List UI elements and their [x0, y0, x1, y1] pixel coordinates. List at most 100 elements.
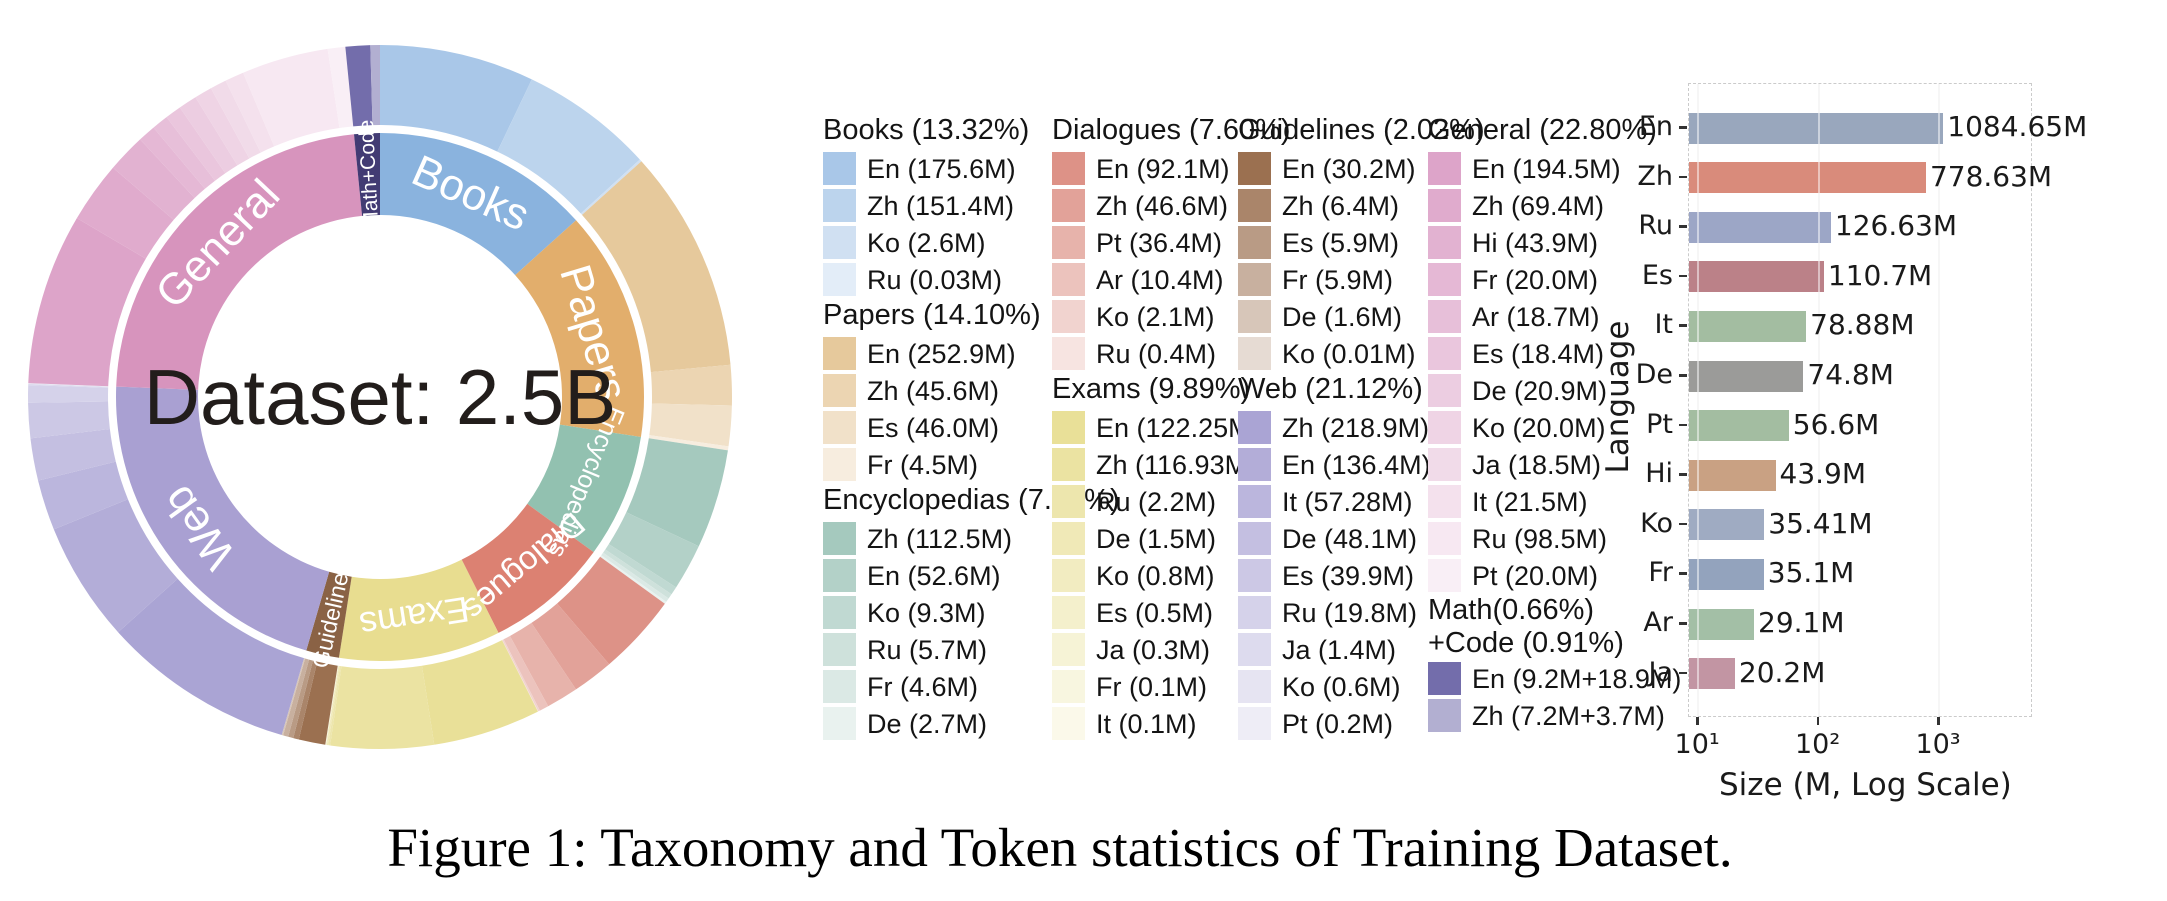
legend-entry-dialogues-en: En (92.1M): [1052, 150, 1291, 187]
ytick-hi: Hi: [1645, 458, 1673, 490]
legend-header-mathcode-1: Math(0.66%): [1428, 594, 1595, 626]
ring-lang-general-it: [225, 72, 275, 153]
legend-color-swatch: [1428, 374, 1461, 407]
legend-color-swatch: [1428, 337, 1461, 370]
ring-lang-guidelines-ko: [281, 658, 305, 735]
bar-ja: [1689, 658, 1735, 690]
bar-value-fr: 35.1M: [1767, 556, 1855, 590]
legend-entry-general-ru: Ru (98.5M): [1428, 520, 1657, 557]
gridline-overlay-10²: [1817, 84, 1820, 716]
legend-entry-general-it: It (21.5M): [1428, 483, 1657, 520]
legend-entry-encyclopedias-ru: Ru (5.7M): [823, 631, 1120, 668]
legend-color-swatch: [823, 263, 856, 296]
ring-lang-books-zh: [497, 79, 640, 214]
legend-entry-web-pt: Pt (0.2M): [1238, 705, 1485, 742]
legend-entry-encyclopedias-en: En (52.6M): [823, 557, 1120, 594]
legend-entry-label: Ru (2.2M): [1096, 487, 1217, 517]
legend-color-swatch: [1428, 485, 1461, 518]
ring-lang-dialogues-en: [557, 556, 665, 665]
legend-entry-guidelines-de: De (1.6M): [1238, 298, 1485, 335]
bar-value-ar: 29.1M: [1758, 606, 1845, 639]
legend-color-swatch: [1238, 522, 1271, 555]
legend-entry-label: De (20.9M): [1472, 376, 1608, 406]
xtick-10³: 10³: [1915, 729, 1961, 760]
legend-color-swatch: [1428, 411, 1461, 444]
ring-lang-exams-it: [325, 665, 338, 745]
language-size-bar-chart: Size (M, Log Scale) Language 1084.65M En 7…: [1600, 55, 2167, 815]
bar-value-ja: 20.2M: [1738, 655, 1826, 689]
ring-lang-general-ar: [153, 117, 216, 189]
legend-block-papers: Papers (14.10%) En (252.9M) Zh (45.6M) Es (…: [823, 298, 1120, 483]
legend-block-web: Web (21.12%) Zh (218.9M) En (136.4M) It (57…: [1238, 372, 1485, 742]
legend-entry-label: Fr (4.6M): [867, 672, 978, 702]
legend-entry-papers-fr: Fr (4.5M): [823, 446, 1120, 483]
legend-header-books: Books (13.32%): [823, 114, 1030, 146]
ring-category-dialogues: [461, 503, 594, 633]
legend-color-swatch: [1238, 485, 1271, 518]
bar-it: [1689, 310, 1807, 342]
legend-entry-label: En (92.1M): [1096, 154, 1230, 184]
legend-color-swatch: [1238, 411, 1271, 444]
legend-entry-label: En (175.6M): [867, 154, 1016, 184]
legend-entry-label: Ja (1.4M): [1282, 635, 1397, 665]
legend-entry-label: It (21.5M): [1472, 487, 1588, 517]
legend-entry-web-ko: Ko (0.6M): [1238, 668, 1485, 705]
ytick-ko: Ko: [1640, 507, 1673, 539]
legend-entry-dialogues-pt: Pt (36.4M): [1052, 224, 1291, 261]
ytick-ru: Ru: [1638, 210, 1673, 242]
legend-color-swatch: [823, 189, 856, 222]
ring-lang-general-es: [166, 107, 226, 181]
legend-entry-exams-en: En (122.25M): [1052, 409, 1291, 446]
y-tick-mark: [1679, 126, 1687, 129]
legend-color-swatch: [1238, 633, 1271, 666]
ring-lang-guidelines-zh: [293, 660, 318, 740]
legend-entry-label: Es (5.9M): [1282, 228, 1400, 258]
bar-ru: [1689, 211, 1831, 243]
ring-lang-dialogues-ru: [502, 639, 539, 712]
ring-lang-encyclopedias-en: [608, 512, 699, 588]
legend-color-swatch: [1238, 226, 1271, 259]
ring-lang-exams-es: [325, 665, 339, 745]
ring-lang-exams-ru: [328, 666, 342, 746]
ring-lang-web-ja: [28, 383, 109, 388]
legend-color-swatch: [1052, 263, 1085, 296]
legend-color-swatch: [1238, 263, 1271, 296]
legend-entry-encyclopedias-de: De (2.7M): [823, 705, 1120, 742]
ring-category-web: [115, 386, 330, 651]
legend-entry-label: Ko (2.6M): [867, 228, 986, 258]
legend-color-swatch: [1052, 337, 1085, 370]
legend-entry-label: It (57.28M): [1282, 487, 1413, 517]
ring-lang-general-fr: [140, 127, 205, 198]
legend-entry-exams-ru: Ru (2.2M): [1052, 483, 1291, 520]
legend-entry-label: Pt (0.2M): [1282, 709, 1394, 739]
bar-value-it: 78.88M: [1810, 308, 1915, 342]
ytick-es: Es: [1641, 259, 1673, 291]
ring-lang-encyclopedias-ru: [603, 549, 672, 599]
gridline-overlay-10³: [1938, 84, 1941, 716]
legend-entry-label: Hi (43.9M): [1472, 228, 1599, 258]
legend-entry-label: Zh (7.2M+3.7M): [1472, 701, 1665, 731]
legend-color-swatch: [1052, 559, 1085, 592]
ring-lang-mathcode-zh: [370, 45, 380, 126]
legend-color-swatch: [1428, 559, 1461, 592]
legend-entry-label: Ko (2.1M): [1096, 302, 1215, 332]
ring-lang-dialogues-pt: [509, 622, 577, 707]
legend-entry-label: En (252.9M): [867, 339, 1016, 369]
legend-entry-guidelines-en: En (30.2M): [1238, 150, 1485, 187]
legend-block-exams: Exams (9.89%) En (122.25M) Zh (116.93M) Ru …: [1052, 372, 1291, 742]
bar-value-hi: 43.9M: [1779, 457, 1867, 491]
legend-entry-label: De (2.7M): [867, 709, 988, 739]
legend-entry-general-ko: Ko (20.0M): [1428, 409, 1657, 446]
ytick-de: De: [1635, 359, 1673, 390]
bar-value-es: 110.7M: [1827, 258, 1933, 292]
bar-ar: [1689, 608, 1754, 640]
legend-entry-label: En (136.4M): [1282, 450, 1431, 480]
legend-color-swatch: [823, 374, 856, 407]
legend-color-swatch: [1052, 300, 1085, 333]
legend-entry-label: Ja (18.5M): [1472, 450, 1602, 480]
ring-lang-encyclopedias-ko: [605, 544, 677, 595]
legend-entry-general-pt: Pt (20.0M): [1428, 557, 1657, 594]
legend-color-swatch: [823, 226, 856, 259]
ring-lang-general-ko: [195, 88, 250, 166]
legend-entry-web-de: De (48.1M): [1238, 520, 1485, 557]
